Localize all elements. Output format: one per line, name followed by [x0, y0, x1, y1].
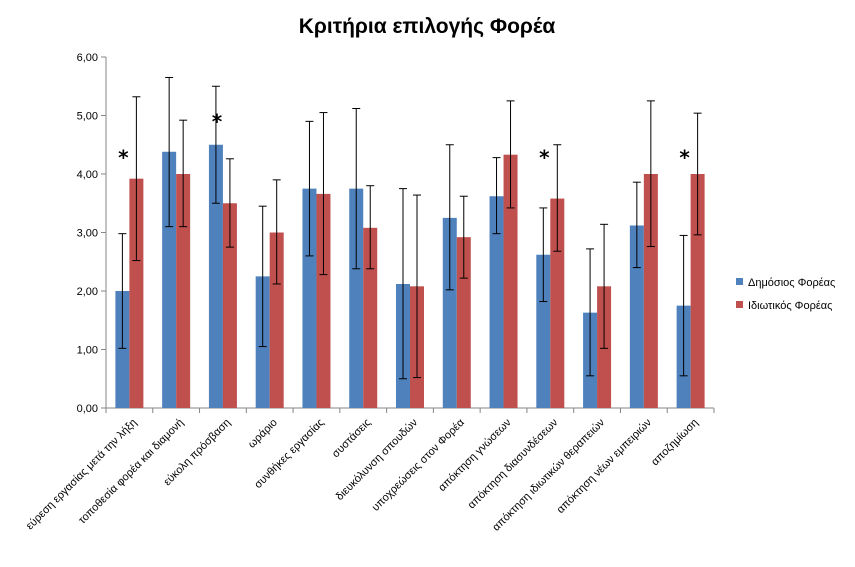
y-tick-label: 2,00 — [77, 286, 98, 298]
bar-public — [208, 144, 223, 408]
legend-swatch — [736, 301, 743, 308]
significance-star: * — [212, 109, 223, 133]
bar-private — [129, 178, 144, 408]
legend-label: Δημόσιος Φορέας — [748, 277, 835, 289]
bar-public — [349, 188, 364, 408]
x-tick-label: απόκτηση νέων εμπειριών — [555, 416, 655, 516]
bar-private — [456, 237, 471, 408]
bar-private — [363, 227, 378, 408]
error-bars — [118, 76, 702, 380]
bar-public — [536, 254, 551, 408]
bar-public — [302, 188, 317, 408]
bar-private — [316, 193, 331, 408]
y-tick-label: 4,00 — [77, 169, 98, 181]
x-tick-label: ωράριο — [246, 417, 280, 451]
bar-public — [489, 196, 504, 408]
x-tick-label: απόκτηση διασυνδέσεων — [466, 416, 561, 511]
y-tick-label: 0,00 — [77, 403, 98, 415]
bar-public — [629, 225, 644, 408]
legend: Δημόσιος Φορέας Ιδιωτικός Φορέας — [736, 277, 835, 312]
legend-swatch — [736, 278, 743, 285]
significance-star: * — [118, 146, 129, 170]
y-tick-label: 3,00 — [77, 228, 98, 240]
x-tick-label: υποχρεώσεις στον Φορέα — [370, 416, 468, 514]
significance-star: * — [679, 146, 690, 170]
bar-private — [503, 154, 518, 408]
bar-private — [690, 174, 705, 408]
x-tick-label: συστάσεις — [330, 417, 374, 461]
x-tick-label: διευκόλυνση σπουδών — [334, 416, 421, 503]
bars — [115, 144, 705, 408]
bar-public — [162, 151, 177, 408]
legend-label: Ιδιωτικός Φορέας — [748, 300, 832, 312]
bar-private — [643, 174, 658, 408]
bar-public — [115, 291, 130, 408]
y-tick-label: 6,00 — [77, 52, 98, 64]
significance-markers: * * * * — [118, 109, 690, 169]
y-tick-label: 5,00 — [77, 111, 98, 123]
y-tick-label: 1,00 — [77, 345, 98, 357]
chart-title: Κριτήρια επιλογής Φορέα — [299, 15, 556, 38]
bar-private — [222, 203, 237, 408]
bar-private — [269, 232, 284, 408]
bar-private — [176, 174, 191, 408]
bar-public — [442, 217, 457, 408]
x-tick-label: αποζημίωση — [649, 417, 701, 469]
significance-star: * — [539, 146, 550, 170]
y-axis: 0,00 1,00 2,00 3,00 4,00 5,00 6,00 — [77, 52, 107, 415]
